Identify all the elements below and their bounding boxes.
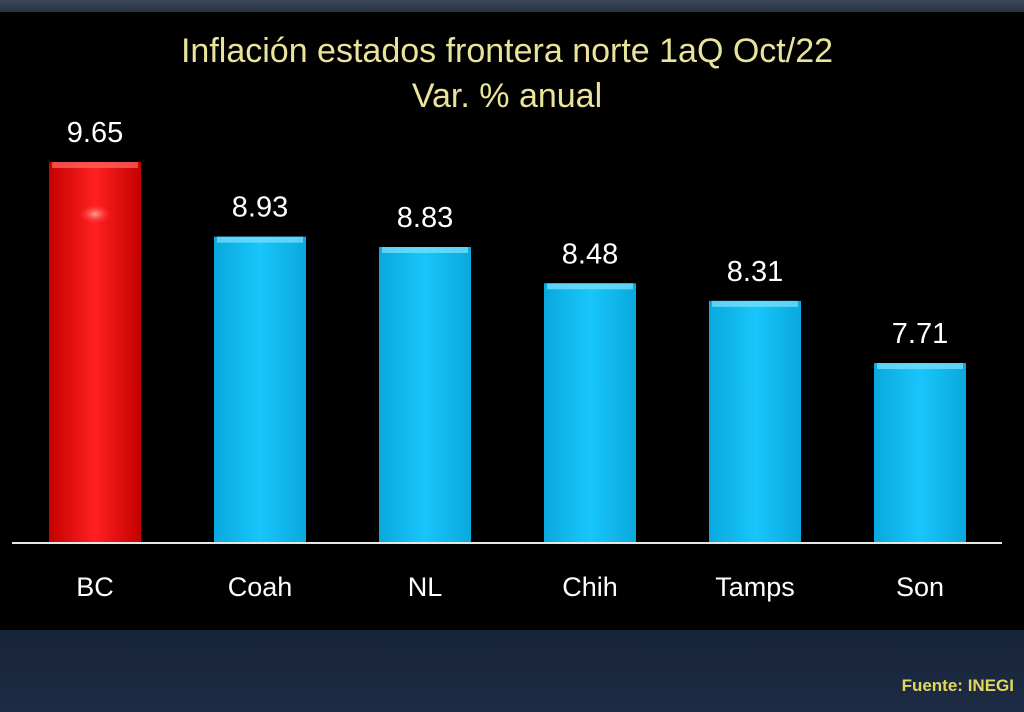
bar-rect xyxy=(544,283,636,543)
bar-rect xyxy=(49,162,141,543)
bar-rect xyxy=(874,363,966,543)
bar-tamps xyxy=(709,300,801,543)
bar-nl xyxy=(379,247,471,543)
value-label-son: 7.71 xyxy=(892,318,948,350)
value-label-tamps: 8.31 xyxy=(727,256,783,288)
category-label-tamps: Tamps xyxy=(715,572,795,602)
bar-bevel xyxy=(217,236,303,243)
bar-bevel xyxy=(712,300,798,307)
category-label-chih: Chih xyxy=(562,572,618,602)
top-strip xyxy=(0,0,1024,12)
bar-rect xyxy=(379,247,471,543)
bar-bevel xyxy=(382,247,468,254)
bar-rect xyxy=(214,236,306,544)
value-label-chih: 8.48 xyxy=(562,238,618,270)
bar-chih xyxy=(544,283,636,543)
source-note: Fuente: INEGI xyxy=(902,676,1014,696)
bar-gloss xyxy=(79,204,111,225)
bars-layer xyxy=(49,162,966,544)
source-prefix: Fuente: xyxy=(901,676,963,695)
bar-coah xyxy=(214,236,306,544)
category-label-coah: Coah xyxy=(228,572,293,602)
labels-layer: 9.65 BC 8.93 Coah 8.83 NL 8.48 Chih 8.31 Tamps 7.7… xyxy=(67,117,948,602)
category-label-son: Son xyxy=(896,572,944,602)
bar-bevel xyxy=(52,162,138,169)
category-label-nl: NL xyxy=(408,572,443,602)
value-label-coah: 8.93 xyxy=(232,192,288,224)
value-label-nl: 8.83 xyxy=(397,202,453,234)
bar-bc xyxy=(49,162,141,543)
chart-panel xyxy=(0,12,1024,630)
category-label-bc: BC xyxy=(76,572,114,602)
chart-subtitle: Var. % anual xyxy=(412,77,602,115)
chart-title: Inflación estados frontera norte 1aQ Oct… xyxy=(181,32,833,70)
source-name: INEGI xyxy=(967,676,1014,695)
footer-band xyxy=(0,630,1024,712)
bar-bevel xyxy=(877,363,963,370)
bar-rect xyxy=(709,300,801,543)
bar-bevel xyxy=(547,283,633,290)
value-label-bc: 9.65 xyxy=(67,117,123,149)
bar-son xyxy=(874,363,966,543)
